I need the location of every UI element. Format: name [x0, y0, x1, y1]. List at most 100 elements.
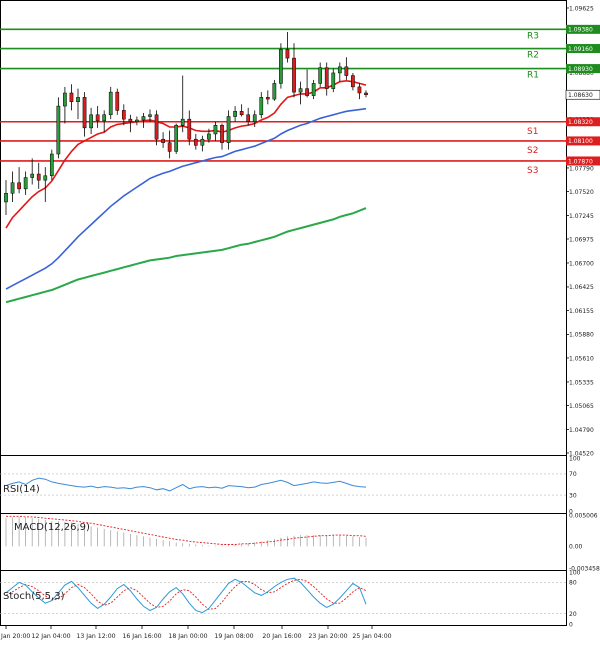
candle	[69, 84, 74, 111]
candle	[89, 107, 93, 134]
candle	[233, 106, 237, 122]
candle-body	[108, 91, 113, 116]
rsi-tick-label: 70	[569, 471, 577, 478]
macd-label: MACD(12,26,9)	[14, 522, 90, 533]
level-name-s1: S1	[527, 127, 538, 137]
candle	[207, 128, 211, 143]
candle-body	[69, 92, 74, 102]
macd-tick-label: 0.00	[569, 544, 583, 551]
candle-body	[102, 114, 107, 122]
candle-body	[265, 97, 270, 100]
candle-body	[213, 124, 218, 135]
candle-body	[180, 118, 185, 126]
candle	[279, 43, 283, 89]
candle	[115, 88, 120, 115]
time-tick-label: 23 Jan 20:00	[308, 633, 347, 640]
current-price-tag	[565, 89, 600, 100]
candle	[174, 123, 179, 155]
candle-body	[30, 173, 35, 178]
price-tick-label: 1.05610	[569, 355, 594, 362]
candle-body	[4, 192, 8, 203]
candle	[292, 43, 296, 98]
candle	[259, 92, 264, 119]
level-value-s1: 1.08320	[568, 119, 593, 126]
price-tick-label: 1.09625	[569, 5, 594, 12]
candle-body	[76, 97, 80, 102]
macd-tick-label: 0.005006	[569, 512, 598, 519]
rsi-label: RSI(14)	[3, 484, 40, 495]
level-value-s3: 1.07870	[568, 158, 593, 165]
level-value-r1: 1.08930	[568, 66, 593, 73]
stoch-tick-label: 80	[569, 580, 577, 587]
candle-body	[128, 118, 133, 123]
candle-body	[167, 142, 172, 152]
candle	[272, 79, 277, 101]
candle-body	[141, 116, 146, 121]
time-tick-label: 20 Jan 16:00	[262, 633, 301, 640]
ema-blue-line	[5, 107, 367, 290]
candle	[36, 162, 41, 189]
level-tag-s3	[566, 156, 600, 166]
candle-body	[36, 173, 41, 181]
candle-body	[23, 177, 28, 190]
level-name-s2: S2	[527, 146, 538, 156]
candle-body	[252, 114, 257, 123]
time-tick-label: 18 Jan 00:00	[168, 633, 207, 640]
price-tick-label: 1.06425	[569, 284, 594, 291]
level-tag-r3	[566, 24, 600, 34]
price-tick-label: 1.04790	[569, 427, 594, 434]
price-tick-label: 1.07520	[569, 189, 594, 196]
candle	[298, 81, 303, 105]
candle	[252, 110, 257, 127]
price-tick-label: 1.05335	[569, 379, 594, 386]
rsi-tick-label: 0	[569, 508, 573, 515]
time-tick-label: 13 Jan 12:00	[76, 633, 115, 640]
candle-body	[89, 114, 93, 129]
level-name-r2: R2	[527, 51, 539, 61]
candle-body	[246, 114, 251, 123]
candle	[148, 109, 152, 122]
candle	[344, 57, 349, 80]
candle-body	[344, 66, 349, 76]
time-tick-label: 25 Jan 04:00	[352, 633, 391, 640]
candle-body	[49, 153, 54, 177]
candle-body	[364, 92, 368, 95]
candle-body	[239, 111, 244, 116]
candle-body	[285, 49, 290, 59]
candle	[239, 104, 244, 117]
ema-red-line	[5, 79, 367, 229]
candle-body	[233, 111, 237, 117]
candle-body	[121, 110, 126, 120]
candle	[63, 86, 67, 124]
candle	[331, 68, 336, 93]
candle	[226, 110, 231, 150]
candle-body	[331, 72, 336, 89]
candle-body	[161, 138, 165, 143]
candle-body	[207, 133, 211, 140]
candle-body	[226, 116, 231, 143]
candle	[141, 113, 146, 128]
candle	[364, 90, 368, 98]
candle-body	[259, 97, 264, 116]
candle-body	[17, 182, 21, 190]
candle	[161, 132, 165, 148]
candle-body	[43, 175, 48, 181]
candle-body	[193, 138, 198, 146]
candle	[213, 121, 218, 141]
candle	[4, 180, 8, 216]
candle	[180, 75, 185, 133]
rsi-tick-label: 30	[569, 492, 577, 499]
candle-body	[10, 182, 15, 194]
stoch-main-line	[5, 577, 367, 614]
price-tick-label: 1.08880	[569, 70, 594, 77]
candle-body	[220, 124, 224, 143]
price-tick-label: 1.06155	[569, 308, 594, 315]
candle-body	[318, 67, 323, 84]
macd-signal-line	[6, 515, 367, 545]
candle	[200, 135, 205, 152]
candle-body	[357, 86, 362, 94]
level-name-s3: S3	[527, 166, 538, 176]
level-value-r2: 1.09160	[568, 46, 593, 53]
